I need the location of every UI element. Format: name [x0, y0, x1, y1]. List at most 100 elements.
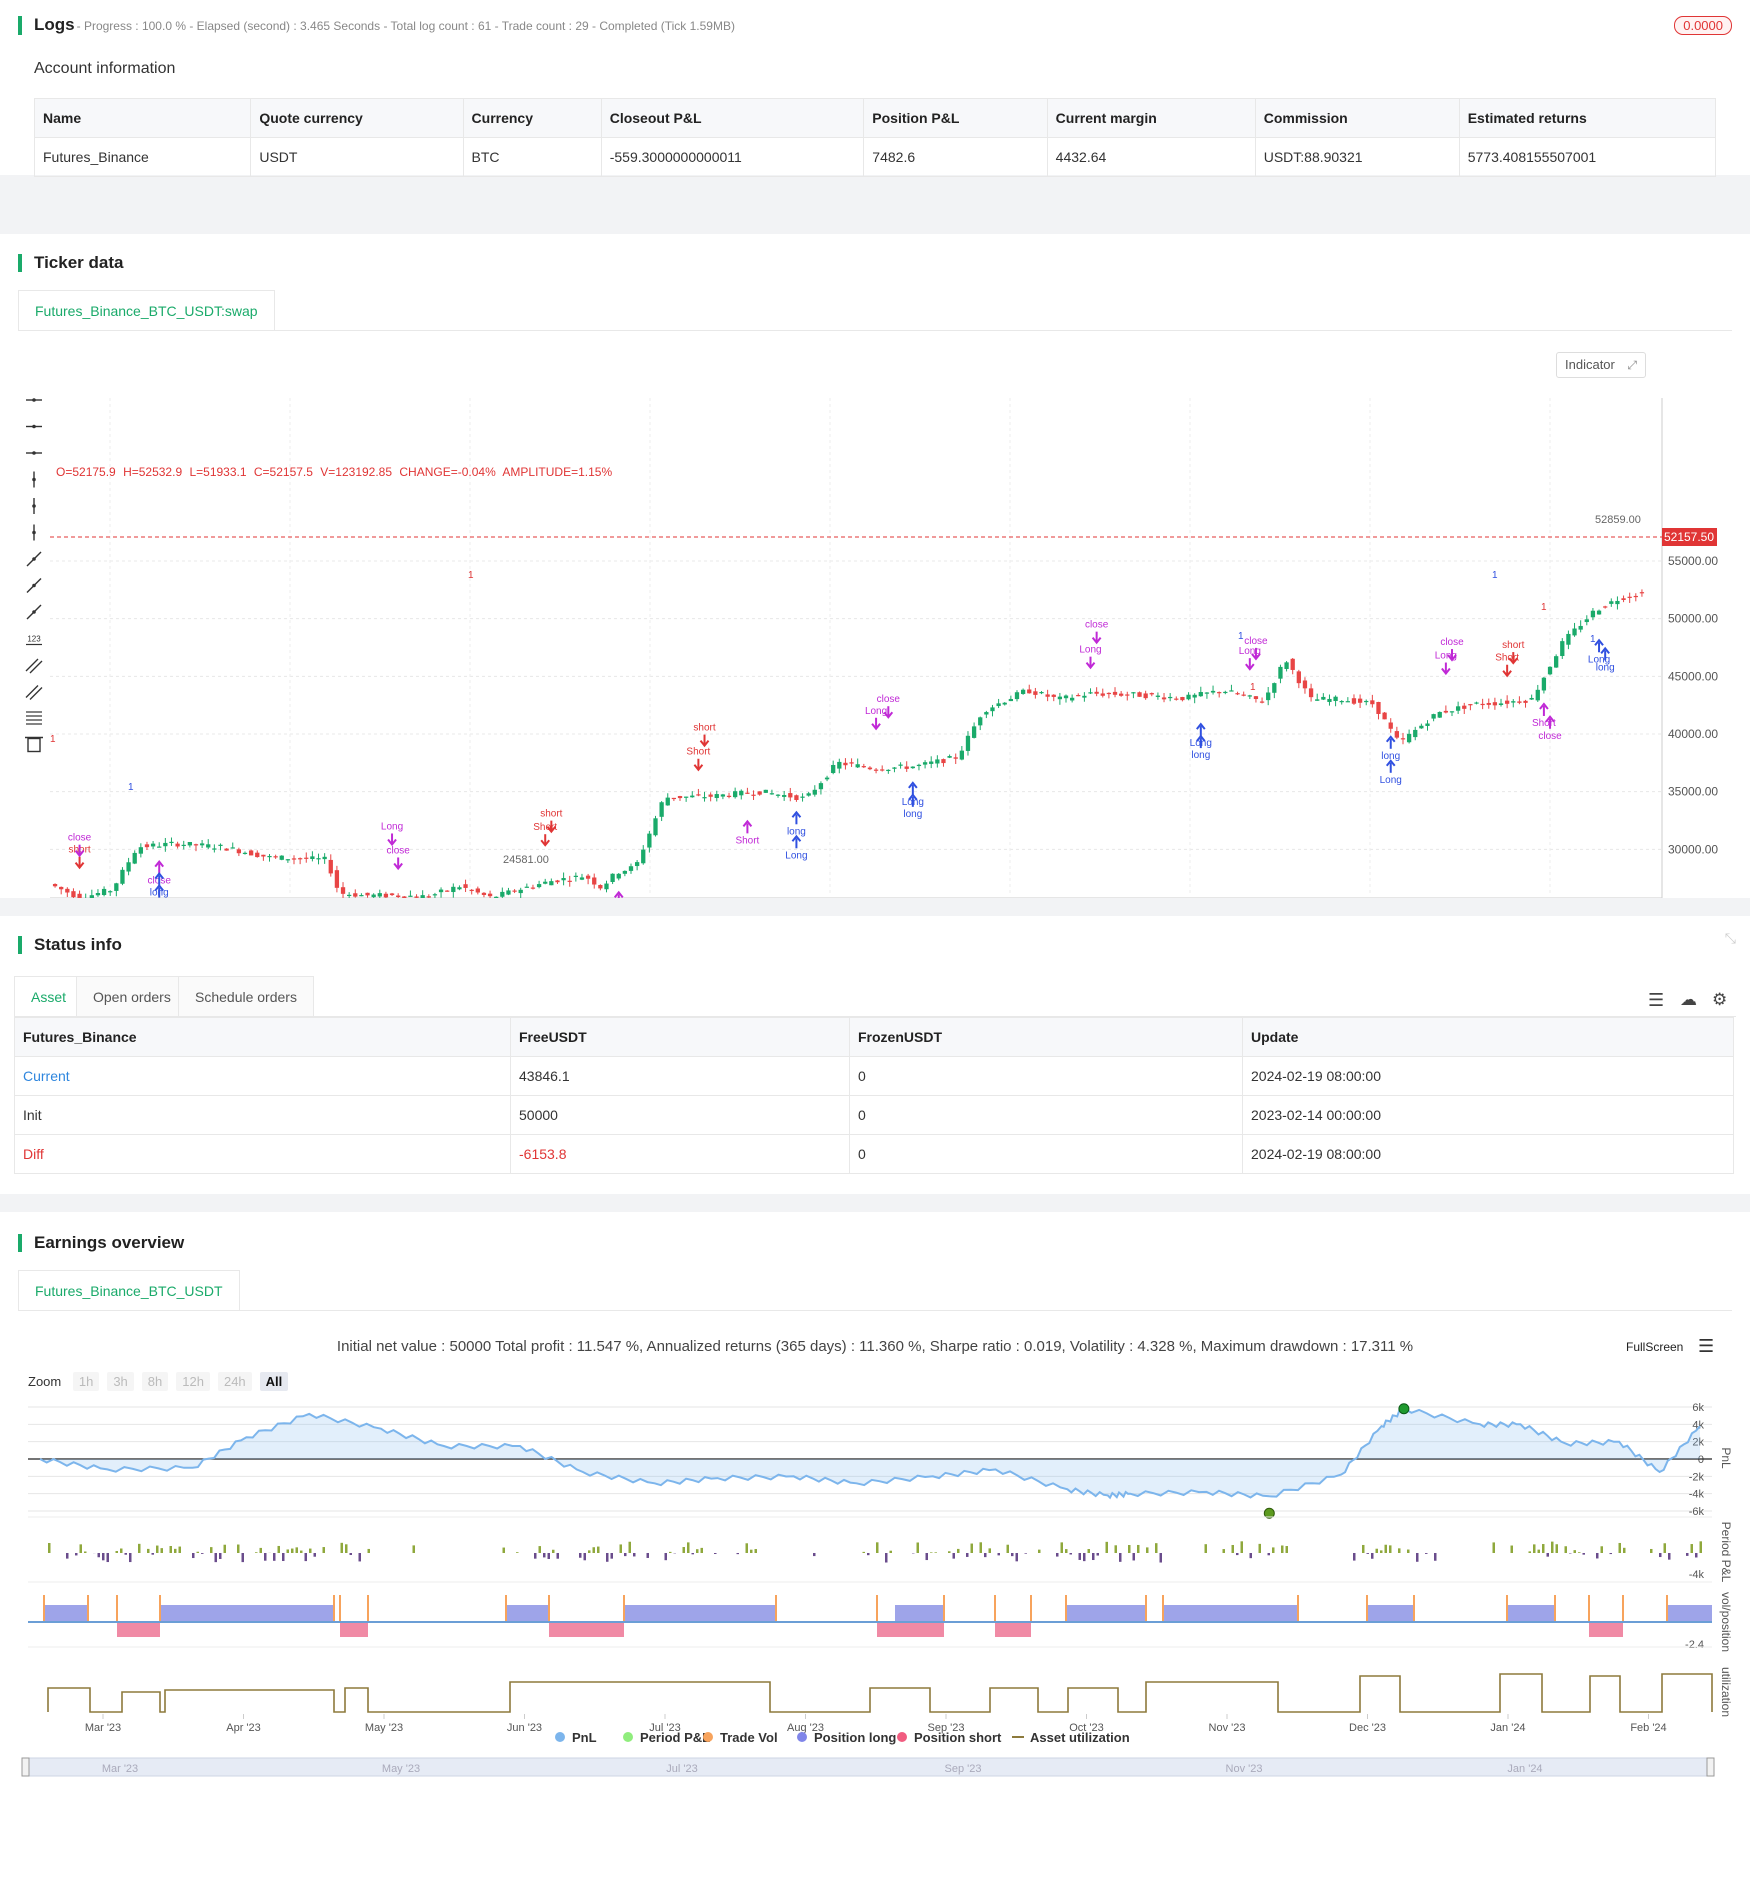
signal-marker: short	[540, 809, 563, 834]
period-pnl-bar	[1609, 1553, 1612, 1555]
navigator-tick: Mar '23	[102, 1763, 138, 1775]
candle	[1547, 666, 1553, 676]
signal-marker: Long	[1079, 645, 1102, 670]
tab-asset[interactable]: Asset	[14, 976, 84, 1016]
candle	[1431, 713, 1436, 722]
indicator-button[interactable]: Indicator ⤢	[1556, 352, 1646, 378]
price-tick-label: 45000.00	[1668, 669, 1718, 683]
legend-item-position-short[interactable]: Position short	[897, 1730, 1002, 1745]
list-icon[interactable]: ☰	[1648, 990, 1665, 1010]
candle	[291, 855, 297, 865]
fib-levels-icon[interactable]	[26, 711, 42, 725]
period-pnl-bar	[916, 1542, 919, 1553]
candle	[414, 894, 419, 898]
candle	[1596, 609, 1602, 615]
signal-marker: long	[150, 871, 169, 898]
account-table: Name Quote currency Currency Closeout P&L Po…	[33, 98, 1717, 177]
svg-text:close: close	[68, 833, 92, 844]
zoom-button-24h[interactable]: 24h	[217, 1372, 252, 1391]
navigator-track[interactable]	[23, 1757, 1713, 1777]
candle	[984, 710, 989, 719]
navigator[interactable]: Mar '23 May '23 Jul '23 Sep '23 Nov '23 Jan '…	[21, 1757, 1715, 1777]
trade-vol-bar	[1588, 1595, 1590, 1621]
period-pnl-bar	[588, 1550, 591, 1553]
candle	[396, 893, 401, 898]
tab-open-orders[interactable]: Open orders	[76, 976, 188, 1016]
period-pnl-bar	[1011, 1553, 1014, 1557]
candle	[708, 792, 713, 802]
candle	[1247, 694, 1252, 700]
expand-icon[interactable]: ⤢	[1627, 358, 1637, 372]
period-pnl-bar	[340, 1542, 343, 1553]
zoom-button-All[interactable]: All	[259, 1372, 289, 1391]
period-pnl-bar	[1699, 1541, 1702, 1553]
period-pnl-bar	[1510, 1545, 1513, 1553]
candle	[1039, 691, 1044, 695]
legend-item-trade-vol[interactable]: Trade Vol	[703, 1730, 778, 1745]
period-pnl-bar	[1105, 1541, 1108, 1553]
legend-item-pnl[interactable]: PnL	[555, 1730, 597, 1745]
candle	[1069, 694, 1075, 703]
candle	[1480, 698, 1485, 710]
earnings-legend[interactable]: PnL Period P&L Trade Vol Position long Posit…	[555, 1730, 1130, 1745]
tab-earnings-symbol[interactable]: Futures_Binance_BTC_USDT	[18, 1270, 240, 1310]
ray-icon[interactable]	[26, 578, 42, 593]
cloud-download-icon[interactable]: ☁	[1680, 990, 1697, 1009]
candle	[585, 873, 591, 885]
period-pnl-bar	[156, 1545, 159, 1553]
period-pnl-bars: -4k	[48, 1541, 1704, 1581]
tab-ticker-symbol[interactable]: Futures_Binance_BTC_USDT:swap	[18, 290, 275, 330]
trash-icon[interactable]	[25, 736, 43, 753]
collapse-icon[interactable]: ⤡	[1724, 930, 1736, 946]
earnings-chart[interactable]: 6k 4k 2k 0 -2k -4k -6k -4k -2.4 Mar '23 Apr '23…	[0, 1392, 1750, 1892]
period-pnl-bar	[592, 1547, 595, 1553]
candle	[359, 893, 364, 897]
candle	[150, 841, 156, 849]
horizontal-line-icon[interactable]	[26, 398, 42, 402]
zoom-button-12h[interactable]: 12h	[176, 1372, 210, 1391]
candle	[1198, 686, 1203, 697]
parallel-channel-icon[interactable]	[25, 658, 43, 674]
candle	[696, 788, 701, 797]
period-pnl-bar	[75, 1553, 78, 1556]
fib-channel-icon[interactable]	[25, 685, 43, 700]
zoom-button-3h[interactable]: 3h	[107, 1372, 134, 1391]
candle	[1517, 696, 1522, 705]
period-pnl-bar	[952, 1553, 955, 1559]
period-pnl-bar	[1146, 1547, 1149, 1553]
legend-item-asset-utilization[interactable]: Asset utilization	[1012, 1730, 1130, 1745]
fullscreen-button[interactable]: FullScreen	[1626, 1340, 1683, 1354]
period-pnl-bar	[1137, 1544, 1140, 1553]
candle	[1180, 696, 1185, 702]
vertical-range-icon[interactable]	[32, 524, 36, 541]
candle	[702, 791, 707, 802]
account-cell: BTC	[462, 137, 602, 177]
svg-text:long: long	[1596, 662, 1615, 673]
vertical-ray-icon[interactable]	[32, 498, 36, 514]
candle	[1351, 694, 1357, 705]
position-bars: -2.4	[28, 1595, 1712, 1651]
drawing-toolbar[interactable]: 123	[25, 398, 43, 753]
tab-schedule-orders[interactable]: Schedule orders	[178, 976, 314, 1016]
zoom-button-1h[interactable]: 1h	[72, 1372, 100, 1391]
legend-item-period-p-l[interactable]: Period P&L	[623, 1730, 710, 1745]
navigator-handle-left[interactable]	[21, 1757, 30, 1777]
legend-item-position-long[interactable]: Position long	[797, 1730, 896, 1745]
earnings-axes: Mar '23 Apr '23 May '23 Jun '23 Jul '23 Aug '…	[28, 1447, 1733, 1734]
segment-icon[interactable]	[26, 604, 42, 620]
menu-icon[interactable]: ☰	[1698, 1336, 1715, 1356]
zoom-button-8h[interactable]: 8h	[141, 1372, 169, 1391]
vertical-line-icon[interactable]	[32, 471, 36, 488]
settings-gear-icon[interactable]: ⚙	[1712, 990, 1728, 1009]
range-icon[interactable]	[26, 451, 42, 455]
candle	[561, 872, 566, 886]
candlestick-chart[interactable]: 123 55000.00 50000.00 45000.00 40000.00 3500…	[0, 338, 1750, 898]
navigator-handle-right[interactable]	[1706, 1757, 1715, 1777]
candle	[922, 760, 928, 769]
candle	[1554, 654, 1559, 668]
horizontal-ray-icon[interactable]	[26, 424, 42, 429]
period-pnl-bar	[862, 1551, 865, 1553]
price-label-icon[interactable]: 123	[26, 635, 42, 646]
candle	[212, 844, 217, 853]
trend-line-icon[interactable]	[26, 551, 42, 567]
